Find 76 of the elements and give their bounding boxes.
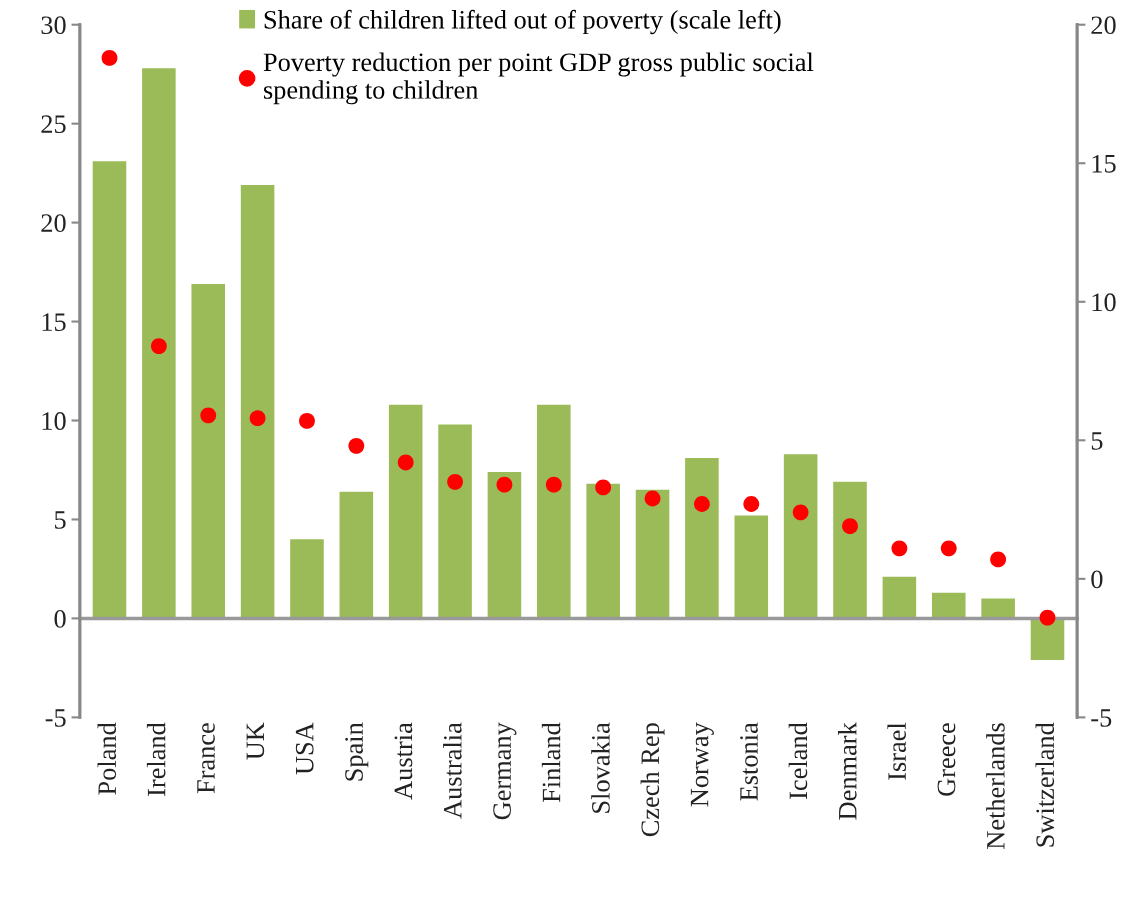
bar [586, 483, 620, 619]
bar [92, 161, 127, 619]
y-tick-label: 15 [42, 313, 66, 331]
x-tick-label: Poland [97, 722, 117, 795]
y2-tick-label: 15 [1092, 154, 1116, 173]
bar [142, 68, 176, 619]
bar [290, 539, 324, 619]
point [101, 50, 118, 66]
point [150, 338, 167, 355]
point [200, 407, 217, 424]
y-tick-label: 25 [41, 115, 66, 134]
x-tick-label: Estonia [740, 722, 758, 801]
y2-tick-label: 0 [1091, 570, 1103, 589]
point [397, 454, 414, 471]
bar [635, 489, 670, 619]
y-tick-label: 5 [55, 511, 66, 529]
point [1039, 609, 1056, 626]
bar [388, 404, 423, 619]
legend-label: Poverty reduction per point GDP gross public social spending to children [263, 52, 814, 105]
point [348, 437, 365, 454]
point [940, 540, 957, 557]
bar [191, 283, 226, 619]
x-tick-label: France [197, 723, 215, 794]
y2-tick-label: 20 [1091, 16, 1116, 35]
point [891, 540, 908, 557]
point [842, 518, 858, 535]
bar [240, 185, 275, 619]
x-tick-label: Israel [887, 722, 906, 780]
y-tick-label: 10 [42, 412, 66, 430]
bar [734, 515, 769, 619]
x-tick-label: USA [295, 722, 314, 775]
x-tick-label: Spain [345, 722, 369, 781]
point [595, 479, 612, 496]
point [792, 504, 809, 521]
y-tick-label: -5 [45, 709, 66, 727]
x-tick-label: Germany [493, 722, 517, 820]
point [299, 412, 315, 429]
x-tick-label: Ireland [146, 722, 166, 796]
x-tick-label: UK [246, 722, 265, 760]
point [990, 551, 1007, 568]
y-tick-label: 30 [41, 16, 66, 35]
x-tick-label: Iceland [788, 722, 808, 799]
x-tick-label: Switzerland [1035, 722, 1055, 847]
x-tick-label: Australia [443, 722, 462, 819]
point [496, 476, 513, 493]
bar [833, 481, 867, 619]
bar [1030, 618, 1065, 660]
bar [438, 424, 472, 619]
x-tick-label: Netherlands [986, 723, 1005, 849]
point [743, 496, 760, 512]
y2-tick-label: 5 [1091, 432, 1103, 450]
bar [537, 404, 571, 619]
bar [339, 491, 374, 619]
x-tick-label: Norway [690, 722, 714, 807]
x-tick-label: Austria [394, 722, 413, 800]
bar [981, 598, 1015, 619]
point [545, 476, 562, 493]
bar [931, 592, 966, 619]
legend-label: Share of children lifted out of poverty (scale left) [264, 9, 781, 35]
bar [882, 576, 917, 619]
bar [487, 471, 522, 619]
x-tick-label: Slovakia [591, 722, 610, 813]
x-tick-label: Czech Rep [640, 723, 665, 837]
y2-tick-label: -5 [1091, 709, 1112, 727]
x-tick-label: Denmark [838, 722, 857, 820]
point [644, 490, 661, 507]
point [447, 473, 463, 490]
bar [685, 458, 719, 619]
y2-tick-label: 10 [1092, 293, 1116, 312]
y-tick-label: 0 [54, 610, 66, 628]
bar [783, 454, 818, 619]
x-tick-label: Finland [541, 722, 561, 803]
point [693, 496, 710, 512]
y-tick-label: 20 [41, 214, 66, 233]
x-tick-label: Greece [937, 723, 956, 796]
point [249, 410, 266, 427]
